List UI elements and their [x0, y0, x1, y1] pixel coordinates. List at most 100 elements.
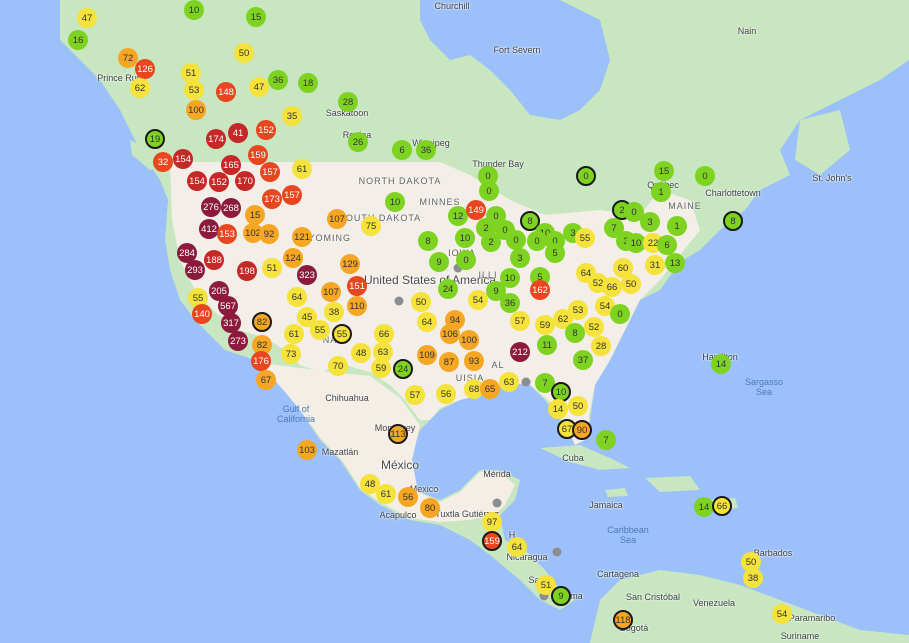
aqi-marker[interactable]: 129 [340, 254, 360, 274]
aqi-marker[interactable]: 37 [573, 350, 593, 370]
aqi-marker[interactable]: 10 [184, 0, 204, 20]
aqi-marker[interactable]: 323 [297, 265, 317, 285]
aqi-marker[interactable]: 268 [221, 198, 241, 218]
aqi-marker[interactable]: 9 [551, 586, 571, 606]
no-data-dot[interactable] [492, 498, 502, 508]
aqi-marker[interactable]: 170 [235, 171, 255, 191]
aqi-marker[interactable]: 0 [576, 166, 596, 186]
aqi-marker[interactable]: 48 [351, 343, 371, 363]
aqi-marker[interactable]: 14 [548, 399, 568, 419]
aqi-marker[interactable]: 107 [321, 282, 341, 302]
aqi-marker[interactable]: 59 [371, 358, 391, 378]
aqi-marker[interactable]: 26 [348, 132, 368, 152]
aqi-marker[interactable]: 48 [360, 474, 380, 494]
aqi-marker[interactable]: 317 [221, 313, 241, 333]
aqi-marker[interactable]: 19 [145, 129, 165, 149]
aqi-marker[interactable]: 8 [418, 231, 438, 251]
aqi-marker[interactable]: 2 [481, 232, 501, 252]
aqi-marker[interactable]: 118 [613, 610, 633, 630]
aqi-marker[interactable]: 100 [459, 330, 479, 350]
aqi-marker[interactable]: 159 [248, 145, 268, 165]
aqi-marker[interactable]: 173 [262, 189, 282, 209]
aqi-marker[interactable]: 36 [416, 140, 436, 160]
aqi-marker[interactable]: 16 [68, 30, 88, 50]
aqi-marker[interactable]: 1 [667, 216, 687, 236]
aqi-marker[interactable]: 66 [374, 324, 394, 344]
aqi-marker[interactable]: 72 [118, 48, 138, 68]
aqi-marker[interactable]: 54 [772, 604, 792, 624]
aqi-marker[interactable]: 1 [651, 182, 671, 202]
aqi-marker[interactable]: 8 [565, 323, 585, 343]
aqi-marker[interactable]: 103 [297, 440, 317, 460]
aqi-marker[interactable]: 56 [436, 384, 456, 404]
aqi-marker[interactable]: 8 [520, 211, 540, 231]
aqi-marker[interactable]: 38 [324, 302, 344, 322]
aqi-marker[interactable]: 41 [228, 123, 248, 143]
aqi-marker[interactable]: 61 [376, 484, 396, 504]
aqi-marker[interactable]: 28 [338, 92, 358, 112]
aqi-marker[interactable]: 55 [188, 288, 208, 308]
aqi-marker[interactable]: 55 [575, 228, 595, 248]
aqi-marker[interactable]: 14 [711, 354, 731, 374]
aqi-marker[interactable]: 3 [640, 212, 660, 232]
aqi-marker[interactable]: 15 [654, 161, 674, 181]
aqi-marker[interactable]: 0 [610, 304, 630, 324]
no-data-dot[interactable] [521, 377, 531, 387]
aqi-marker[interactable]: 113 [388, 424, 408, 444]
aqi-marker[interactable]: 14 [694, 497, 714, 517]
aqi-marker[interactable]: 90 [572, 420, 592, 440]
aqi-marker[interactable]: 51 [262, 258, 282, 278]
aqi-marker[interactable]: 293 [185, 260, 205, 280]
aqi-marker[interactable]: 110 [347, 296, 367, 316]
aqi-marker[interactable]: 174 [206, 129, 226, 149]
aqi-marker[interactable]: 152 [209, 172, 229, 192]
aqi-marker[interactable]: 60 [613, 258, 633, 278]
aqi-marker[interactable]: 100 [186, 100, 206, 120]
no-data-dot[interactable] [552, 547, 562, 557]
aqi-marker[interactable]: 188 [204, 250, 224, 270]
aqi-marker[interactable]: 80 [420, 498, 440, 518]
aqi-marker[interactable]: 66 [712, 496, 732, 516]
aqi-marker[interactable]: 36 [268, 70, 288, 90]
aqi-marker[interactable]: 140 [192, 304, 212, 324]
aqi-marker[interactable]: 157 [260, 162, 280, 182]
aqi-marker[interactable]: 152 [256, 120, 276, 140]
aqi-marker[interactable]: 106 [440, 324, 460, 344]
aqi-marker[interactable]: 198 [237, 261, 257, 281]
aqi-marker[interactable]: 159 [482, 531, 502, 551]
aqi-marker[interactable]: 412 [199, 219, 219, 239]
aqi-marker[interactable]: 109 [417, 345, 437, 365]
aqi-marker[interactable]: 165 [221, 155, 241, 175]
aqi-marker[interactable]: 67 [256, 370, 276, 390]
aqi-marker[interactable]: 50 [568, 396, 588, 416]
aqi-marker[interactable]: 61 [292, 159, 312, 179]
aqi-marker[interactable]: 10 [500, 268, 520, 288]
aqi-marker[interactable]: 0 [624, 202, 644, 222]
aqi-marker[interactable]: 38 [743, 568, 763, 588]
aqi-marker[interactable]: 35 [282, 106, 302, 126]
aqi-marker[interactable]: 54 [468, 290, 488, 310]
aqi-marker[interactable]: 157 [282, 185, 302, 205]
aqi-marker[interactable]: 52 [584, 317, 604, 337]
aqi-marker[interactable]: 126 [135, 59, 155, 79]
aqi-marker[interactable]: 73 [281, 344, 301, 364]
aqi-marker[interactable]: 66 [602, 277, 622, 297]
aqi-marker[interactable]: 148 [216, 82, 236, 102]
aqi-marker[interactable]: 0 [527, 231, 547, 251]
aqi-marker[interactable]: 57 [405, 385, 425, 405]
aqi-marker[interactable]: 55 [332, 324, 352, 344]
aqi-marker[interactable]: 102 [243, 223, 263, 243]
aqi-marker[interactable]: 12 [448, 206, 468, 226]
aqi-marker[interactable]: 63 [373, 342, 393, 362]
aqi-marker[interactable]: 70 [328, 356, 348, 376]
aqi-marker[interactable]: 0 [506, 230, 526, 250]
aqi-marker[interactable]: 273 [228, 331, 248, 351]
aqi-marker[interactable]: 31 [645, 255, 665, 275]
aqi-marker[interactable]: 75 [361, 216, 381, 236]
aqi-marker[interactable]: 567 [218, 296, 238, 316]
aqi-marker[interactable]: 59 [535, 315, 555, 335]
aqi-marker[interactable]: 50 [234, 43, 254, 63]
aqi-marker[interactable]: 47 [249, 77, 269, 97]
no-data-dot[interactable] [394, 296, 404, 306]
